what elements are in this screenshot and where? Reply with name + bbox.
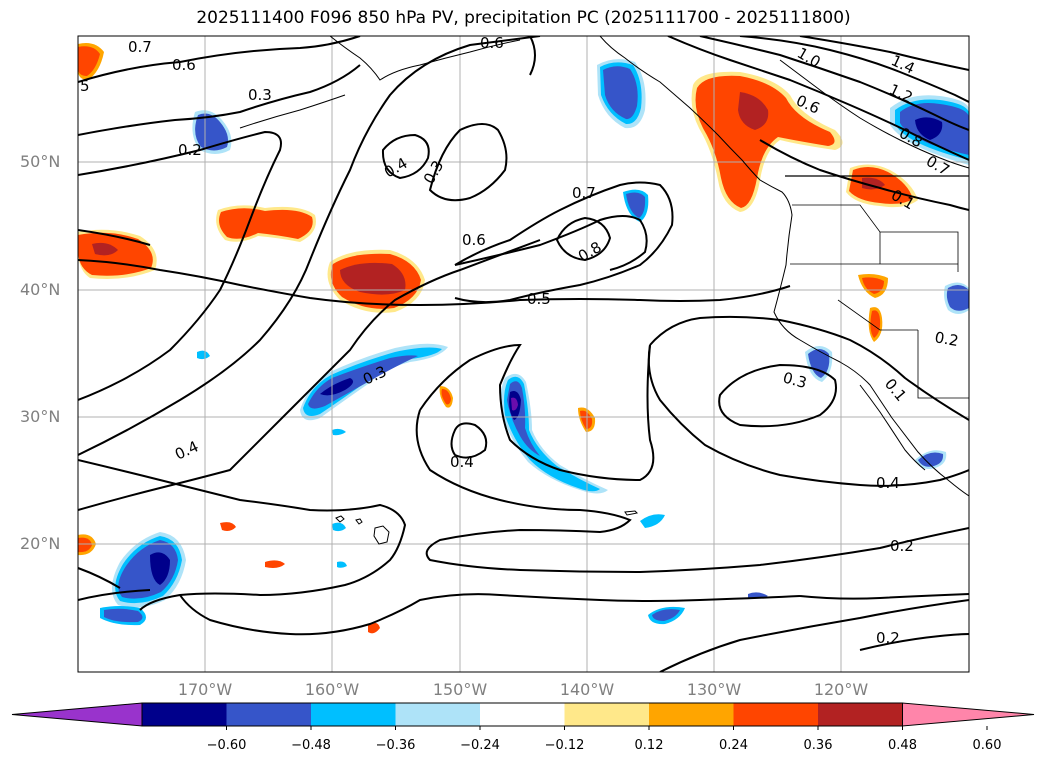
coastlines [239,36,969,545]
plot-frame [77,35,970,673]
lon-label-140w: 140°W [559,680,615,699]
lon-label-120w: 120°W [813,680,869,699]
colorbar-tick-label: 0.12 [634,738,664,753]
precip-area-ne-corner [890,95,969,165]
colorbar-tick-label: −0.48 [291,738,331,753]
colorbar-segment [311,703,396,726]
contour-label: 0.6 [172,56,196,74]
contour-label: 0.5 [527,290,551,308]
colorbar-tick-label: 0.24 [719,738,748,753]
colorbar-segment [564,703,649,726]
contour-label: 0.4 [876,474,900,492]
colorbar-segment [142,703,227,726]
precip-area-19n-172w [100,532,186,626]
precip-area-31n-146w [500,373,608,494]
colorbar-tick-label: −0.36 [375,738,416,753]
colorbar-tick-label: −0.24 [460,738,500,753]
contour-label: 0.4 [172,437,201,463]
precip-area-45n-boxes [623,189,649,222]
lon-label-130w: 130°W [686,680,742,699]
colorbar-tick-label: −0.12 [544,738,585,753]
contour-label: 0.2 [178,141,202,159]
colorbar-segment [733,703,818,726]
lat-label-30n: 30°N [20,407,61,426]
contour-label: 1.4 [888,51,917,77]
colorbar-extend-low [11,702,143,727]
precip-area-44n-166w [216,205,316,242]
lon-label-150w: 150°W [432,680,488,699]
colorbar-segment [649,703,734,726]
contour-label: 0.8 [575,238,605,266]
contour-label: 0.3 [248,86,272,104]
map-title: 2025111400 F096 850 hPa PV, precipitatio… [196,8,851,28]
colorbar-segment [818,703,903,726]
lon-label-160w: 160°W [304,680,360,699]
precip-negative-areas [100,59,969,626]
precip-area-corner-nw [78,43,104,80]
colorbar-segment [395,703,480,726]
contour-label: 0.6 [480,34,504,52]
colorbar-segment [226,703,311,726]
gridlines [78,36,969,672]
lat-label-20n: 20°N [20,534,61,553]
colorbar [11,702,1035,730]
contour-label: 0.7 [128,38,152,56]
colorbar-extend-high [902,702,1035,727]
contour-label: 0.7 [572,184,596,202]
map-plot-area: 0.7 0.6 0.6 5 0.3 0.2 0.4 0.3 0.7 0.6 0.… [78,34,969,672]
precip-area-33n-158w [300,343,448,421]
colorbar-tick-label: 0.36 [803,738,833,753]
colorbar-tick-label: 0.60 [972,738,1002,753]
pv-contours [78,36,969,672]
precip-area-small-blue-cells [197,282,969,625]
lat-label-40n: 40°N [20,280,61,299]
contour-label: 0.2 [890,537,914,555]
contour-label: 0.6 [462,231,486,249]
contour-label: 0.2 [933,328,960,350]
colorbar-segment [480,703,565,726]
colorbar-tick-label: 0.48 [888,738,917,753]
contour-label: 0.4 [450,453,474,471]
lon-label-170w: 170°W [177,680,233,699]
colorbar-frame [141,702,903,727]
contour-label: 0.3 [781,368,809,392]
lat-label-50n: 50°N [20,152,61,171]
contour-label: 5 [80,77,90,95]
precip-area-bc-offshore [597,59,646,129]
contour-label: 0.2 [876,629,900,647]
colorbar-tick-label: −0.60 [206,738,247,753]
